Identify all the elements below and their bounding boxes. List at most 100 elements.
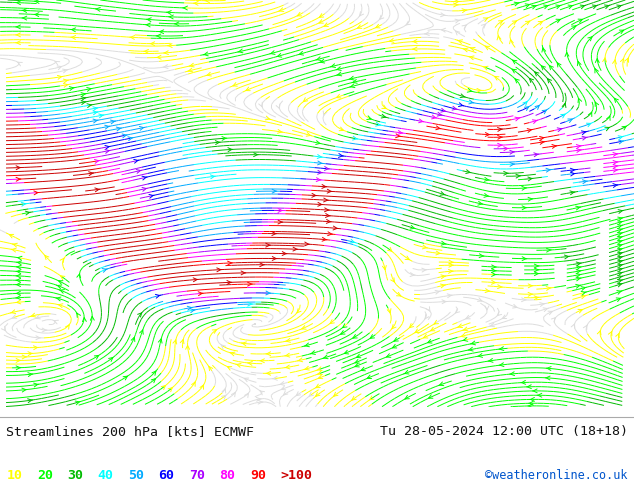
FancyArrowPatch shape bbox=[276, 53, 281, 57]
FancyArrowPatch shape bbox=[352, 396, 356, 400]
FancyArrowPatch shape bbox=[282, 251, 287, 255]
Text: 10: 10 bbox=[6, 469, 22, 482]
FancyArrowPatch shape bbox=[280, 382, 285, 385]
FancyArrowPatch shape bbox=[613, 161, 618, 164]
FancyArrowPatch shape bbox=[529, 401, 533, 405]
FancyArrowPatch shape bbox=[557, 128, 562, 132]
FancyArrowPatch shape bbox=[203, 52, 208, 56]
FancyArrowPatch shape bbox=[142, 176, 147, 180]
FancyArrowPatch shape bbox=[16, 25, 20, 29]
FancyArrowPatch shape bbox=[618, 240, 623, 244]
FancyArrowPatch shape bbox=[233, 83, 237, 86]
FancyArrowPatch shape bbox=[583, 180, 588, 184]
FancyArrowPatch shape bbox=[322, 185, 327, 189]
FancyArrowPatch shape bbox=[550, 66, 553, 70]
FancyArrowPatch shape bbox=[317, 367, 322, 370]
FancyArrowPatch shape bbox=[578, 98, 581, 103]
FancyArrowPatch shape bbox=[441, 28, 446, 32]
FancyArrowPatch shape bbox=[486, 133, 490, 136]
FancyArrowPatch shape bbox=[222, 395, 226, 399]
FancyArrowPatch shape bbox=[152, 371, 156, 375]
FancyArrowPatch shape bbox=[521, 380, 526, 384]
FancyArrowPatch shape bbox=[541, 66, 545, 70]
FancyArrowPatch shape bbox=[462, 25, 466, 29]
FancyArrowPatch shape bbox=[389, 39, 394, 43]
FancyArrowPatch shape bbox=[318, 375, 323, 379]
FancyArrowPatch shape bbox=[281, 386, 286, 390]
FancyArrowPatch shape bbox=[484, 177, 489, 181]
FancyArrowPatch shape bbox=[11, 248, 16, 252]
FancyArrowPatch shape bbox=[34, 0, 39, 3]
FancyArrowPatch shape bbox=[603, 58, 607, 62]
Text: 30: 30 bbox=[67, 469, 83, 482]
FancyArrowPatch shape bbox=[482, 66, 488, 70]
FancyArrowPatch shape bbox=[571, 168, 575, 172]
FancyArrowPatch shape bbox=[571, 324, 575, 328]
FancyArrowPatch shape bbox=[477, 88, 482, 92]
FancyArrowPatch shape bbox=[396, 134, 401, 138]
FancyArrowPatch shape bbox=[529, 78, 534, 82]
FancyArrowPatch shape bbox=[302, 326, 306, 329]
FancyArrowPatch shape bbox=[228, 147, 233, 151]
FancyArrowPatch shape bbox=[16, 278, 20, 282]
FancyArrowPatch shape bbox=[258, 400, 263, 404]
FancyArrowPatch shape bbox=[497, 36, 501, 40]
FancyArrowPatch shape bbox=[299, 51, 304, 55]
FancyArrowPatch shape bbox=[478, 201, 483, 205]
FancyArrowPatch shape bbox=[485, 46, 489, 50]
FancyArrowPatch shape bbox=[510, 150, 515, 154]
FancyArrowPatch shape bbox=[625, 58, 628, 62]
FancyArrowPatch shape bbox=[564, 255, 569, 259]
FancyArrowPatch shape bbox=[16, 265, 21, 269]
FancyArrowPatch shape bbox=[93, 119, 98, 123]
FancyArrowPatch shape bbox=[463, 327, 468, 331]
FancyArrowPatch shape bbox=[580, 5, 585, 9]
FancyArrowPatch shape bbox=[34, 346, 38, 350]
FancyArrowPatch shape bbox=[449, 263, 454, 267]
FancyArrowPatch shape bbox=[560, 114, 565, 118]
FancyArrowPatch shape bbox=[613, 165, 618, 168]
FancyArrowPatch shape bbox=[578, 309, 582, 313]
FancyArrowPatch shape bbox=[376, 24, 380, 28]
Text: 20: 20 bbox=[37, 469, 53, 482]
FancyArrowPatch shape bbox=[488, 359, 493, 362]
FancyArrowPatch shape bbox=[327, 220, 331, 223]
FancyArrowPatch shape bbox=[173, 340, 177, 344]
FancyArrowPatch shape bbox=[483, 18, 488, 22]
FancyArrowPatch shape bbox=[149, 195, 154, 198]
FancyArrowPatch shape bbox=[77, 313, 81, 318]
FancyArrowPatch shape bbox=[159, 30, 164, 34]
FancyArrowPatch shape bbox=[534, 268, 539, 272]
FancyArrowPatch shape bbox=[581, 295, 586, 299]
FancyArrowPatch shape bbox=[538, 22, 543, 25]
FancyArrowPatch shape bbox=[337, 94, 341, 98]
FancyArrowPatch shape bbox=[12, 243, 17, 247]
FancyArrowPatch shape bbox=[441, 284, 446, 288]
FancyArrowPatch shape bbox=[424, 32, 429, 36]
FancyArrowPatch shape bbox=[588, 37, 592, 41]
FancyArrowPatch shape bbox=[552, 318, 555, 322]
FancyArrowPatch shape bbox=[322, 237, 327, 241]
FancyArrowPatch shape bbox=[618, 248, 623, 252]
FancyArrowPatch shape bbox=[95, 7, 100, 11]
FancyArrowPatch shape bbox=[470, 48, 475, 51]
FancyArrowPatch shape bbox=[174, 22, 179, 26]
FancyArrowPatch shape bbox=[34, 191, 39, 195]
FancyArrowPatch shape bbox=[370, 335, 375, 338]
FancyArrowPatch shape bbox=[22, 16, 27, 20]
FancyArrowPatch shape bbox=[618, 244, 623, 248]
FancyArrowPatch shape bbox=[309, 392, 314, 396]
FancyArrowPatch shape bbox=[16, 291, 20, 295]
FancyArrowPatch shape bbox=[167, 44, 172, 48]
FancyArrowPatch shape bbox=[59, 290, 65, 293]
Text: >100: >100 bbox=[280, 469, 312, 482]
FancyArrowPatch shape bbox=[231, 392, 235, 397]
FancyArrowPatch shape bbox=[316, 384, 320, 388]
FancyArrowPatch shape bbox=[324, 23, 328, 26]
FancyArrowPatch shape bbox=[57, 66, 61, 70]
FancyArrowPatch shape bbox=[222, 137, 227, 141]
FancyArrowPatch shape bbox=[437, 112, 443, 116]
FancyArrowPatch shape bbox=[256, 397, 261, 401]
FancyArrowPatch shape bbox=[316, 178, 321, 182]
FancyArrowPatch shape bbox=[144, 49, 148, 53]
